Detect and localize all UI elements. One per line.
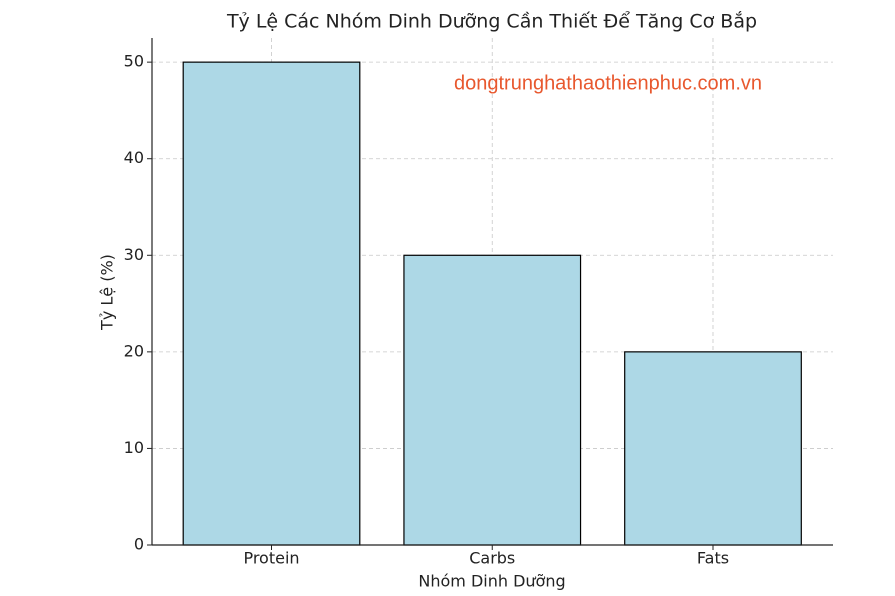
y-tick-label: 40	[124, 148, 144, 167]
x-tick-label: Carbs	[469, 549, 515, 568]
bar	[182, 61, 361, 546]
y-tick-label: 30	[124, 245, 144, 264]
y-tick-label: 50	[124, 52, 144, 71]
watermark: dongtrunghathaothienphuc.com.vn	[454, 72, 762, 94]
x-tick-label: Fats	[697, 549, 729, 568]
y-axis-label: Tỷ Lệ (%)	[98, 254, 117, 331]
y-tick-label: 20	[124, 341, 144, 360]
x-axis-label: Nhóm Dinh Dưỡng	[418, 572, 565, 591]
bar	[403, 254, 582, 546]
y-tick-label: 0	[134, 535, 144, 554]
x-tick-label: Protein	[243, 549, 299, 568]
bar	[624, 351, 802, 546]
chart-title: Tỷ Lệ Các Nhóm Dinh Dưỡng Cần Thiết Để T…	[226, 10, 757, 33]
y-tick-label: 10	[124, 438, 144, 457]
